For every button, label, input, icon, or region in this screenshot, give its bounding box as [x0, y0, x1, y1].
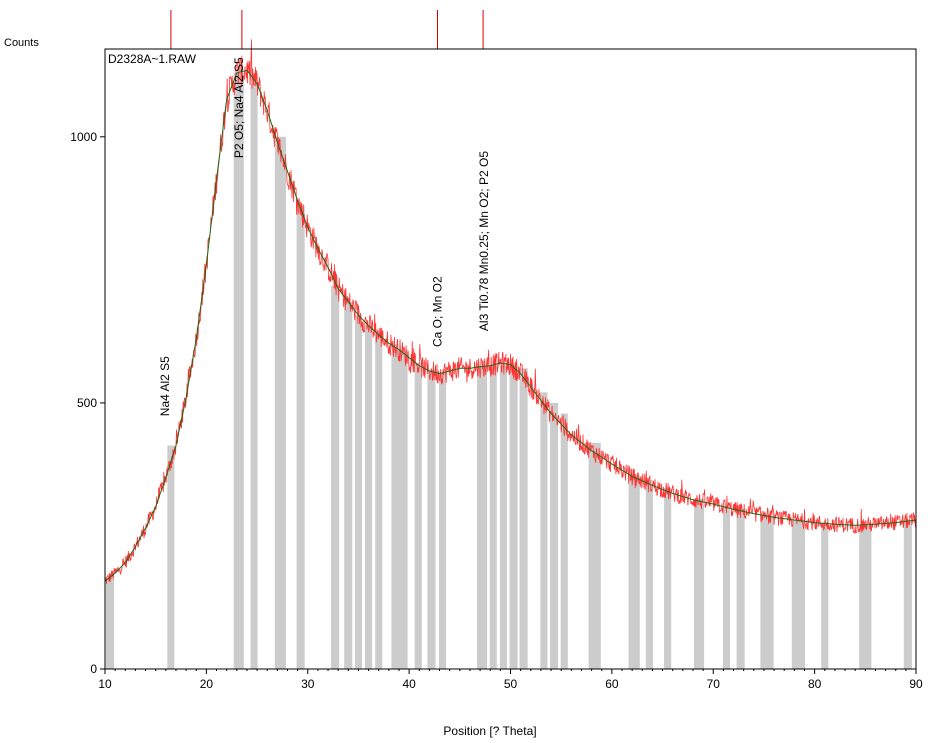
- difference-bar: [375, 333, 383, 669]
- difference-bar: [274, 136, 286, 670]
- difference-bar: [760, 515, 774, 669]
- difference-bar: [439, 372, 447, 669]
- peak-annotations: Na4 Al2 S5 P2 O5; Na4 Al2 S5 Ca O; Mn O2 Al…: [158, 57, 491, 416]
- difference-bar: [519, 368, 528, 669]
- difference-bar: [540, 392, 548, 669]
- peak-annotation: Na4 Al2 S5: [158, 356, 172, 416]
- difference-bars: [106, 72, 912, 670]
- difference-bar: [722, 506, 730, 669]
- difference-bar: [354, 315, 362, 669]
- observed-pattern-line: [104, 39, 917, 585]
- peak-annotation: P2 O5; Na4 Al2 S5: [232, 57, 246, 158]
- peak-annotation: Al3 Ti0.78 Mn0.25; Mn O2; P2 O5: [477, 151, 491, 331]
- y-tick-label: 500: [77, 396, 97, 410]
- y-axis-label: Counts: [4, 37, 39, 49]
- x-axis-label: Position [? Theta]: [443, 724, 536, 738]
- pattern-lines: [104, 39, 917, 585]
- axes: 10 20 30 40 50 60 70 80 90 0 500 1000: [70, 130, 923, 691]
- difference-bar: [344, 301, 353, 669]
- difference-bar: [398, 349, 408, 669]
- difference-bar: [233, 72, 244, 669]
- difference-bar: [588, 442, 601, 669]
- chart-title: D2328A~1.RAW: [108, 52, 197, 66]
- difference-bar: [414, 363, 422, 669]
- y-tick-label: 0: [90, 662, 97, 676]
- difference-bar: [821, 522, 829, 669]
- y-tick-label: 1000: [70, 130, 97, 144]
- difference-bar: [499, 365, 507, 669]
- difference-bar: [628, 474, 640, 669]
- difference-bar: [903, 520, 912, 669]
- x-tick-label: 70: [707, 677, 721, 691]
- difference-bar: [509, 363, 518, 669]
- x-tick-label: 10: [98, 677, 112, 691]
- difference-bar: [736, 509, 745, 669]
- difference-bar: [550, 402, 559, 669]
- difference-bar: [664, 488, 672, 669]
- difference-bar: [645, 480, 653, 669]
- difference-bar: [427, 369, 436, 669]
- difference-bar: [694, 498, 705, 669]
- x-tick-label: 80: [808, 677, 822, 691]
- difference-bar: [477, 365, 488, 669]
- difference-bar: [489, 365, 497, 669]
- x-tick-label: 40: [402, 677, 416, 691]
- difference-bar: [560, 413, 568, 669]
- x-tick-label: 20: [200, 677, 214, 691]
- difference-bar: [391, 344, 399, 669]
- x-tick-label: 60: [605, 677, 619, 691]
- difference-bar: [106, 578, 115, 669]
- difference-bar: [167, 445, 175, 669]
- x-tick-label: 50: [504, 677, 518, 691]
- peak-markers: [170, 10, 484, 49]
- difference-bar: [791, 520, 805, 669]
- difference-bar: [331, 285, 340, 669]
- difference-bar: [859, 525, 872, 669]
- x-tick-label: 90: [909, 677, 923, 691]
- peak-annotation: Ca O; Mn O2: [431, 276, 445, 347]
- difference-bar: [250, 83, 258, 670]
- difference-bar: [296, 206, 305, 669]
- fitted-pattern-line: [104, 69, 917, 582]
- x-tick-label: 30: [301, 677, 315, 691]
- difference-bar: [365, 325, 373, 669]
